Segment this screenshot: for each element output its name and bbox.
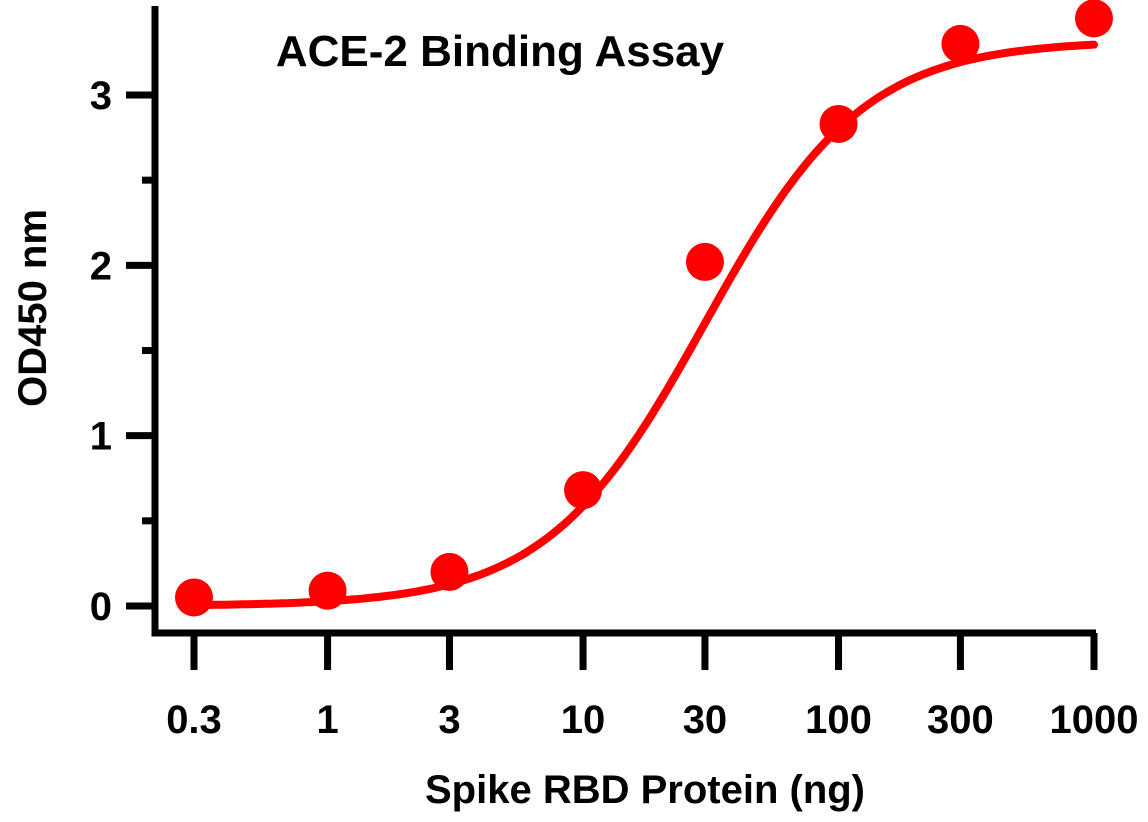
- y-tick-label: 3: [90, 74, 112, 118]
- x-tick-label: 300: [927, 698, 994, 742]
- x-tick-label: 1: [316, 698, 338, 742]
- y-axis-label: OD450 nm: [11, 209, 55, 407]
- data-point: [308, 571, 347, 610]
- chart-title: ACE-2 Binding Assay: [276, 27, 725, 76]
- y-tick-label: 0: [90, 585, 112, 629]
- data-point: [1075, 0, 1113, 38]
- data-point: [564, 471, 603, 510]
- data-points: [175, 0, 1113, 617]
- x-tick-label: 100: [805, 698, 872, 742]
- x-axis-label: Spike RBD Protein (ng): [425, 768, 865, 812]
- axes: [151, 6, 1096, 637]
- fit-curve: [190, 40, 1098, 610]
- y-axis-ticks: 0 1 2 3: [90, 74, 155, 629]
- data-point: [941, 24, 980, 63]
- fit-curve-group: [190, 40, 1098, 610]
- y-tick-label: 2: [90, 244, 112, 288]
- data-point: [685, 242, 724, 281]
- data-point: [430, 552, 469, 591]
- data-point: [175, 578, 213, 617]
- x-axis-ticks: 0.3 1 3 10 30 100 300 1000: [166, 633, 1138, 742]
- data-point: [819, 104, 858, 143]
- x-tick-label: 10: [561, 698, 606, 742]
- x-tick-label: 0.3: [166, 698, 222, 742]
- x-tick-label: 1000: [1050, 698, 1139, 742]
- y-tick-label: 1: [90, 415, 112, 459]
- x-tick-label: 3: [438, 698, 460, 742]
- x-tick-label: 30: [683, 698, 728, 742]
